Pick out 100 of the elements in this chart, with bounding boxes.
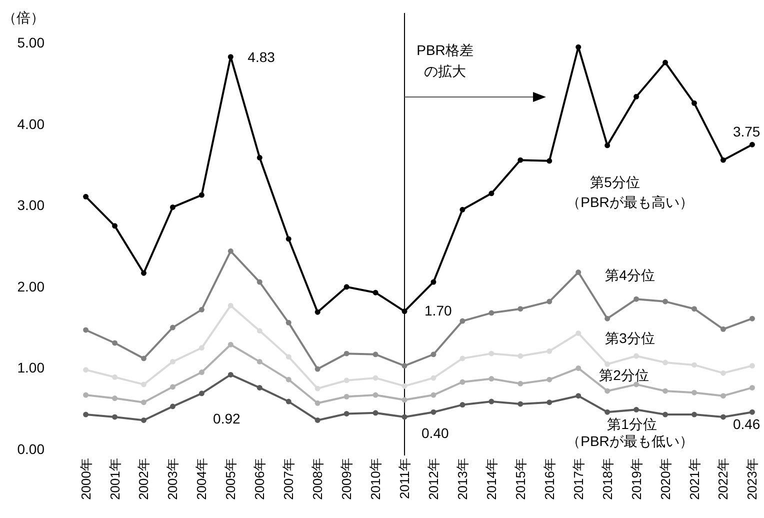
point xyxy=(141,382,146,388)
point xyxy=(372,352,378,358)
point xyxy=(518,157,524,163)
point xyxy=(372,375,378,381)
x-tick-label: 2001年 xyxy=(107,458,122,500)
x-tick-label: 2003年 xyxy=(165,458,180,500)
point xyxy=(430,279,436,285)
annotation: の拡大 xyxy=(424,63,466,79)
point xyxy=(228,372,234,378)
point xyxy=(430,392,436,398)
point xyxy=(228,248,234,254)
point xyxy=(170,384,176,390)
point xyxy=(314,309,320,315)
point xyxy=(720,414,726,420)
x-tick-label: 2002年 xyxy=(136,458,152,500)
point xyxy=(662,298,668,304)
point xyxy=(546,158,552,164)
point xyxy=(488,376,494,382)
point xyxy=(286,398,292,404)
point xyxy=(546,298,552,304)
point xyxy=(141,270,146,276)
point xyxy=(576,365,582,371)
x-tick-label: 2011年 xyxy=(397,458,412,499)
point xyxy=(372,290,378,296)
point xyxy=(170,404,176,410)
x-tick-label: 2004年 xyxy=(194,458,210,500)
point xyxy=(286,236,292,242)
point xyxy=(314,366,320,372)
x-tick-label: 2023年 xyxy=(744,458,760,500)
point xyxy=(430,352,436,358)
point xyxy=(344,284,350,290)
point xyxy=(604,361,610,367)
point xyxy=(256,358,262,364)
point xyxy=(518,401,524,407)
point xyxy=(460,206,466,212)
point xyxy=(314,418,320,423)
point xyxy=(402,363,408,368)
point xyxy=(692,362,697,368)
x-tick-label: 2008年 xyxy=(310,458,326,500)
point xyxy=(604,409,610,415)
point xyxy=(604,142,610,148)
point xyxy=(112,414,118,420)
point xyxy=(314,400,320,406)
point xyxy=(112,223,118,229)
point xyxy=(198,390,204,396)
point xyxy=(460,379,466,385)
point xyxy=(112,340,118,346)
point xyxy=(662,360,668,366)
point xyxy=(256,328,262,334)
point xyxy=(749,363,755,368)
point xyxy=(692,390,697,396)
point xyxy=(83,327,89,333)
point xyxy=(634,296,640,302)
series-label: 第3分位 xyxy=(605,330,655,346)
x-tick-label: 2013年 xyxy=(454,458,470,500)
point xyxy=(228,54,234,60)
point xyxy=(372,392,378,398)
point xyxy=(692,100,697,106)
point xyxy=(634,406,640,412)
point xyxy=(662,60,668,66)
point xyxy=(141,400,146,406)
point xyxy=(314,386,320,392)
point xyxy=(604,316,610,322)
y-tick-label: 2.00 xyxy=(17,278,45,294)
y-tick-label: 1.00 xyxy=(17,360,45,376)
point xyxy=(344,394,350,400)
point xyxy=(112,396,118,402)
x-tick-label: 2012年 xyxy=(426,458,441,500)
point xyxy=(488,190,494,196)
point xyxy=(460,356,466,362)
point xyxy=(720,326,726,332)
x-tick-label: 2009年 xyxy=(339,458,354,500)
point xyxy=(749,409,755,415)
point xyxy=(256,384,262,390)
point xyxy=(83,194,89,200)
point xyxy=(372,410,378,416)
point xyxy=(141,356,146,362)
point xyxy=(256,154,262,160)
series-label: 第2分位 xyxy=(599,367,649,383)
point xyxy=(286,320,292,326)
point xyxy=(286,376,292,382)
x-tick-label: 2016年 xyxy=(542,458,557,500)
point xyxy=(344,350,350,356)
point xyxy=(576,393,582,399)
point xyxy=(256,279,262,285)
x-tick-label: 2022年 xyxy=(716,458,731,500)
x-tick-label: 2015年 xyxy=(512,458,528,500)
point xyxy=(402,383,408,389)
y-axis-title: （倍） xyxy=(2,10,44,26)
point xyxy=(546,400,552,406)
point xyxy=(749,384,755,390)
point xyxy=(720,393,726,399)
point xyxy=(402,308,408,314)
point xyxy=(344,410,350,416)
point xyxy=(402,414,408,420)
annotation: （PBRが最も低い） xyxy=(566,433,694,449)
point xyxy=(546,348,552,354)
point xyxy=(170,324,176,330)
annotation: 1.70 xyxy=(424,302,452,318)
annotation: 3.75 xyxy=(732,124,760,140)
